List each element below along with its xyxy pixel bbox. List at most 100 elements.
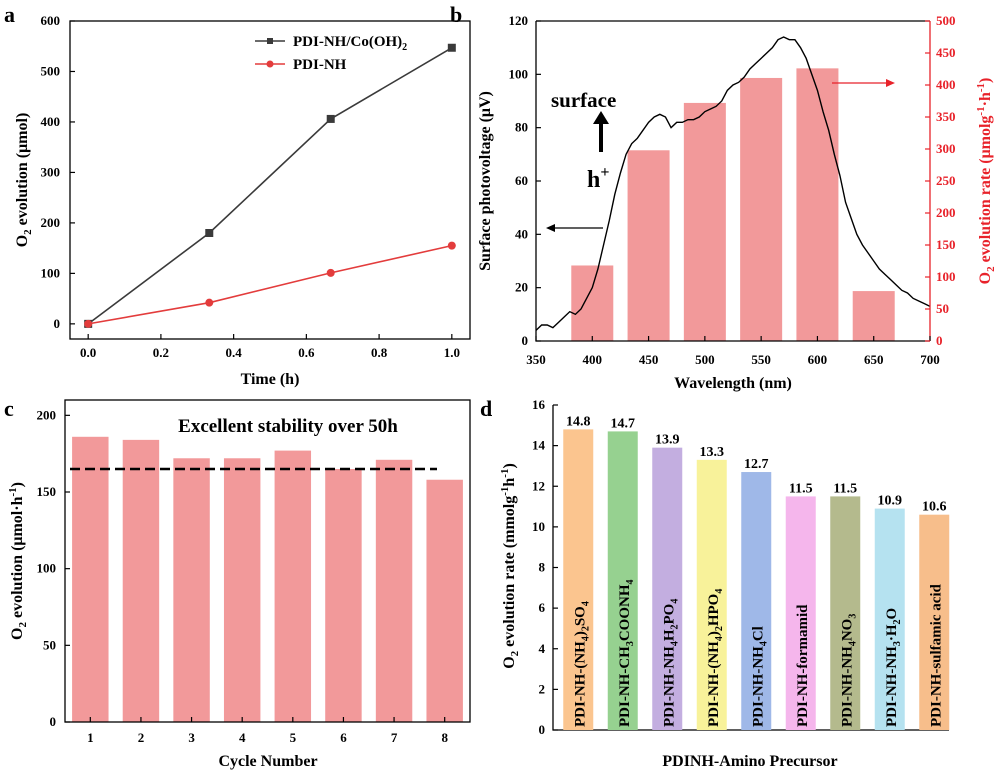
panel-a-y-tick-label: 200 — [41, 215, 61, 230]
panel-c-x-axis-title: Cycle Number — [218, 753, 317, 770]
panel-d-y-tick-label: 2 — [539, 681, 546, 696]
panel-d-bar — [830, 496, 861, 730]
panel-b-y-tick-label-right: 450 — [936, 45, 956, 60]
panel-a-series — [84, 43, 456, 328]
panel-c-bar — [223, 458, 261, 722]
panel-d-bar-chart: 14.8 PDI-NH-(NH4)2SO4 14.7 PDI-NH-CH3COONH4… — [499, 397, 950, 770]
panel-c-bar — [325, 469, 362, 722]
panel-b-combo-chart: 350 400 450 500 550 600 650 700 0 20 40 60 80 100 120 0… — [477, 13, 997, 392]
panel-c-bar-chart: 1 2 3 4 5 6 7 8 0 50 100 150 200 Excellent stability… — [7, 399, 471, 770]
panel-b-bars — [571, 68, 895, 342]
panel-b-bar — [571, 265, 614, 341]
panel-d-y-tick-label: 12 — [532, 478, 545, 493]
panel-a-series-line — [87, 47, 453, 325]
panel-d-bar-label: PDI-NH-(NH4)2HPO4 — [706, 589, 725, 727]
panel-b-y-tick-label-right: 250 — [936, 173, 956, 188]
legend-marker-circle — [266, 60, 274, 68]
panel-b-y-tick-label-right: 0 — [936, 333, 943, 348]
left-arrowhead-icon — [546, 224, 555, 232]
panel-b-y-axis-title-left: Surface photovoltage (μV) — [477, 91, 494, 271]
panel-d-y-tick-label: 6 — [539, 600, 546, 615]
panel-c-x-tick-label: 3 — [188, 730, 195, 745]
panel-a-plot-frame — [69, 20, 471, 340]
panel-b-y-tick-label-right: 300 — [936, 141, 956, 156]
panel-a-point — [326, 114, 335, 123]
panel-d-value-label: 11.5 — [789, 481, 813, 496]
panel-b-y-tick-label-right: 50 — [936, 301, 949, 316]
panel-b-photovoltage-curve — [535, 36, 931, 331]
panel-b-y-tick-label-left: 120 — [509, 13, 529, 28]
panel-d-ticks: 0 2 4 6 8 10 12 14 16 — [532, 397, 558, 737]
panel-a-y-axis-title: O2 evolution (μmol) — [14, 113, 34, 248]
panel-a-point — [326, 268, 335, 277]
panel-a-point — [84, 319, 93, 328]
panel-b-x-tick-label: 350 — [526, 352, 546, 367]
panel-b-x-tick-label: 600 — [808, 352, 828, 367]
panel-d-value-label: 13.3 — [700, 445, 725, 460]
panel-d-value-label: 14.7 — [611, 416, 636, 431]
panel-a-x-tick-label: 0.0 — [80, 345, 96, 360]
panel-b-y-tick-label-right: 200 — [936, 205, 956, 220]
panel-a-y-tick-label: 600 — [41, 13, 61, 28]
annotation-h-plus: h+ — [587, 164, 609, 193]
panel-c-bar — [122, 439, 160, 722]
panel-a-x-tick-label: 0.4 — [226, 345, 243, 360]
panel-b-y-tick-label-right: 100 — [936, 269, 956, 284]
panel-a-point — [447, 241, 456, 250]
panel-b-x-tick-label: 650 — [864, 352, 884, 367]
panel-b-bar — [852, 291, 895, 341]
panel-b-curve-line — [535, 36, 931, 331]
panel-b-x-tick-label: 550 — [751, 352, 771, 367]
panel-a-x-tick-label: 1.0 — [444, 345, 460, 360]
panel-b-x-tick-label: 700 — [920, 352, 940, 367]
panel-c-y-tick-label: 150 — [37, 484, 57, 499]
panel-d-y-tick-label: 4 — [539, 641, 546, 656]
panel-d-value-label: 10.6 — [922, 500, 947, 515]
panel-label-c: c — [4, 396, 14, 421]
panel-d-value-label: 10.9 — [878, 494, 903, 509]
panel-b-y-tick-label-right: 150 — [936, 237, 956, 252]
panel-d-bar-label: PDI-NH-NH4Cl — [750, 626, 769, 727]
panel-d-y-tick-label: 8 — [539, 560, 546, 575]
panel-d-value-label: 11.5 — [833, 481, 857, 496]
panel-c-bar — [173, 458, 210, 722]
panel-c-bar — [375, 459, 413, 722]
panel-a-point — [205, 298, 214, 307]
legend-label-pdi-nh-co-oh2: PDI-NH/Co(OH)2 — [293, 34, 407, 53]
panel-b-y-axis-title-right: O2 evolution rate (μmolg-1·h-1) — [975, 78, 997, 285]
panel-d-value-label: 12.7 — [744, 457, 769, 472]
panel-b-y-tick-label-right: 500 — [936, 13, 956, 28]
panel-c-x-tick-label: 7 — [391, 730, 398, 745]
panel-d-bar — [652, 447, 683, 730]
panel-c-x-tick-label: 4 — [239, 730, 246, 745]
panel-b-y-tick-label-left: 0 — [522, 333, 529, 348]
panel-b-bar — [796, 68, 839, 342]
panel-b-x-axis-title: Wavelength (nm) — [674, 375, 792, 392]
panel-d-bar-label: PDI-NH-NH4H2PO4 — [661, 599, 680, 727]
panel-c-x-tick-label: 6 — [340, 730, 347, 745]
legend-marker-square — [267, 38, 273, 44]
panel-a-y-tick-label: 100 — [41, 265, 61, 280]
panel-c-bar — [72, 436, 109, 722]
panel-b-y-tick-label-left: 20 — [515, 280, 528, 295]
panel-d-bar — [741, 472, 772, 730]
panel-c-annotation: Excellent stability over 50h — [178, 416, 398, 437]
right-arrowhead-icon — [886, 79, 895, 87]
panel-b-x-tick-label: 400 — [583, 352, 603, 367]
panel-a-point — [205, 229, 214, 237]
panel-c-plot-frame — [64, 399, 471, 723]
panel-a-y-tick-label: 0 — [54, 316, 61, 331]
panel-c-y-tick-label: 100 — [37, 561, 57, 576]
panel-b-x-tick-label: 450 — [639, 352, 659, 367]
panel-b-y-tick-label-left: 40 — [515, 226, 528, 241]
panel-label-d: d — [480, 396, 492, 421]
panel-c-x-tick-label: 2 — [138, 730, 145, 745]
panel-b-y-tick-label-left: 100 — [509, 66, 529, 81]
panel-d-bar-label: PDI-NH-(NH4)2SO4 — [572, 601, 591, 727]
panel-c-x-tick-label: 5 — [290, 730, 297, 745]
panel-c-bar — [274, 450, 312, 722]
panel-d-bar-label: PDI-NH-NH4NO3 — [839, 614, 858, 727]
panel-a-x-tick-label: 0.2 — [153, 345, 169, 360]
panel-c-y-tick-label: 50 — [43, 637, 56, 652]
